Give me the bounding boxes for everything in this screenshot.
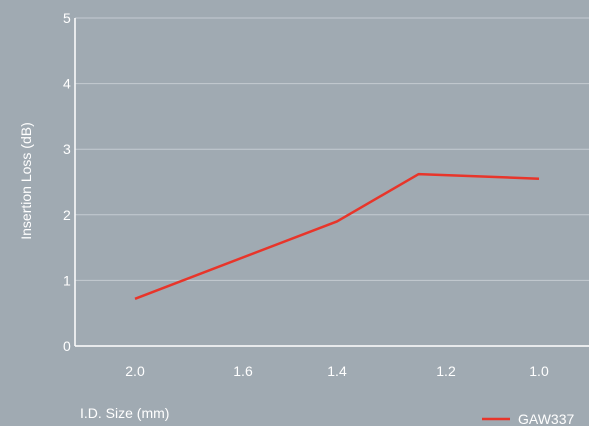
x-axis-title: I.D. Size (mm) (80, 405, 169, 421)
y-tick-label: 2 (63, 207, 71, 223)
y-tick-label: 0 (63, 338, 71, 354)
x-tick-label: 1.2 (436, 363, 456, 379)
grid-lines (75, 17, 589, 281)
y-tick-label: 5 (63, 10, 71, 26)
x-tick-label: 1.6 (233, 363, 253, 379)
x-tick-label: 1.4 (327, 363, 347, 379)
legend: GAW337 (482, 411, 574, 426)
x-tick-label: 2.0 (125, 363, 145, 379)
y-tick-label: 3 (63, 141, 71, 157)
axes (74, 18, 589, 347)
y-tick-labels: 0 1 2 3 4 5 (63, 10, 71, 354)
series-lines (134, 172, 540, 300)
x-tick-label: 1.0 (529, 363, 549, 379)
y-tick-label: 4 (63, 76, 71, 92)
y-axis-title: Insertion Loss (dB) (18, 122, 34, 240)
series-line-gaw337 (134, 172, 540, 300)
legend-label-gaw337: GAW337 (518, 411, 574, 426)
x-tick-labels: 2.0 1.6 1.4 1.2 1.0 (125, 363, 549, 379)
y-tick-label: 1 (63, 272, 71, 288)
